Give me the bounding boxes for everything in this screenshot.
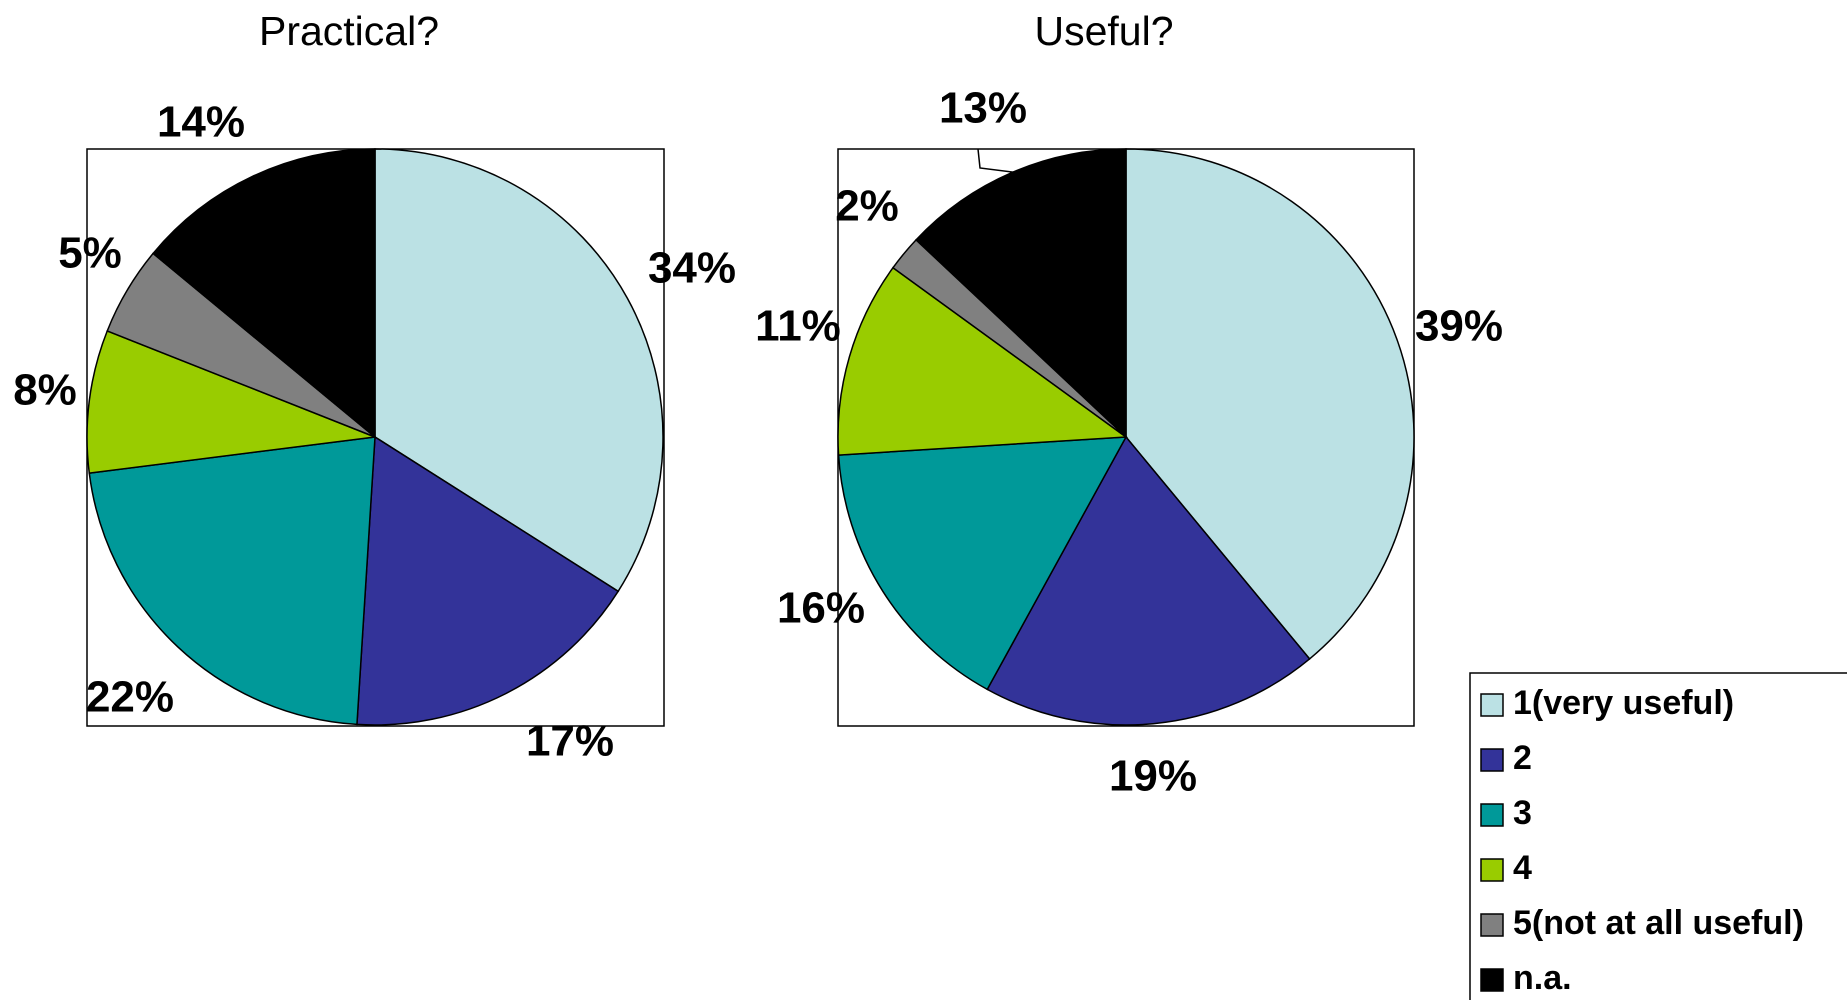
legend-label-n-a: n.a. bbox=[1513, 959, 1572, 997]
chart-title-practical: Practical? bbox=[259, 8, 439, 54]
data-label-n-a: 13% bbox=[939, 84, 1027, 133]
pie-chart-useful: Useful? 39% 19% 16% 11% 2% 13% bbox=[755, 8, 1503, 801]
pie-labels-useful: 39% 19% 16% 11% 2% 13% bbox=[755, 84, 1503, 801]
pie-slice-2 bbox=[356, 435, 620, 726]
data-label-n-a: 14% bbox=[157, 98, 245, 147]
legend-label-2: 2 bbox=[1513, 739, 1532, 777]
legend-swatch-3 bbox=[1480, 803, 1504, 827]
legend-swatch-5-not-at-all-useful bbox=[1480, 913, 1504, 937]
legend: 1(very useful) 2 3 4 5(not at all useful) n.a… bbox=[1469, 672, 1847, 1000]
pie-slice-n-a bbox=[914, 148, 1127, 439]
pie-slice-2 bbox=[986, 435, 1311, 726]
pie-slice-3 bbox=[837, 436, 1128, 691]
data-label-4: 11% bbox=[755, 302, 841, 351]
data-label-5-not-at-all-useful: 5% bbox=[58, 229, 122, 278]
legend-swatch-n-a bbox=[1480, 968, 1504, 992]
legend-label-5-not-at-all-useful: 5(not at all useful) bbox=[1513, 904, 1804, 942]
pie-slice-4 bbox=[837, 266, 1129, 456]
legend-swatch-4 bbox=[1480, 858, 1504, 882]
chart-title-useful: Useful? bbox=[1034, 8, 1173, 54]
pie-slice-3 bbox=[88, 436, 376, 726]
legend-label-3: 3 bbox=[1513, 794, 1532, 832]
data-label-3: 22% bbox=[86, 673, 174, 722]
data-label-1-very-useful: 34% bbox=[648, 244, 736, 293]
data-label-1-very-useful: 39% bbox=[1415, 302, 1503, 351]
data-label-5-not-at-all-useful: 2% bbox=[835, 182, 899, 231]
legend-box bbox=[1469, 672, 1847, 1000]
leader-line-na-useful bbox=[977, 148, 1021, 174]
legend-label-4: 4 bbox=[1513, 849, 1532, 887]
legend-label-1-very-useful: 1(very useful) bbox=[1513, 684, 1734, 722]
data-label-4: 8% bbox=[13, 366, 77, 415]
data-label-3: 16% bbox=[777, 584, 865, 633]
legend-swatch-2 bbox=[1480, 748, 1504, 772]
pie-slice-n-a bbox=[152, 148, 376, 439]
legend-swatch-1-very-useful bbox=[1480, 693, 1504, 717]
pie-chart-practical: Practical? 34% 17% 22% 8% 5% 14% bbox=[13, 8, 736, 766]
pie-labels-practical: 34% 17% 22% 8% 5% 14% bbox=[13, 98, 736, 766]
pie-slice-1-very-useful bbox=[1125, 148, 1415, 660]
data-label-2: 19% bbox=[1109, 752, 1197, 801]
pie-slice-1-very-useful bbox=[374, 148, 664, 593]
pie-slice-4 bbox=[86, 330, 376, 474]
data-label-2: 17% bbox=[526, 717, 614, 766]
pie-slices-practical bbox=[86, 148, 664, 726]
pie-slices-useful bbox=[837, 148, 1415, 726]
